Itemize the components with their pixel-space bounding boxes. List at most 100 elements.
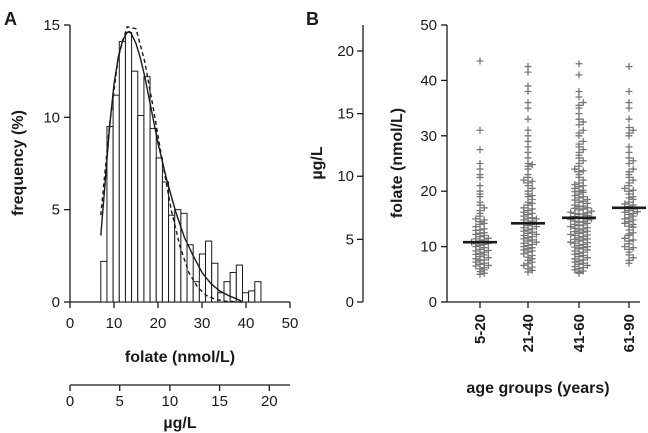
data-point: [629, 254, 637, 262]
histogram-bar: [143, 76, 151, 303]
data-point: [579, 176, 587, 184]
data-point: [484, 234, 492, 242]
histogram-bar: [168, 214, 176, 303]
histogram-bar: [241, 292, 250, 303]
data-point: [524, 82, 532, 90]
data-point: [625, 123, 633, 131]
secondary-y-tick-label: 20: [337, 43, 354, 60]
data-point: [629, 157, 637, 165]
y-tick-label: 0: [429, 294, 437, 311]
data-point: [629, 165, 637, 173]
data-point: [633, 208, 641, 216]
data-point: [476, 57, 484, 65]
data-point: [629, 176, 637, 184]
histogram-bar: [211, 262, 219, 303]
data-point: [532, 238, 540, 246]
x-tick-label: 0: [66, 315, 74, 332]
secondary-x-tick-label: 20: [261, 393, 278, 410]
data-point: [532, 215, 540, 223]
data-point: [472, 215, 480, 223]
histogram-bar: [180, 212, 188, 303]
fitted-curve-dashed: [100, 25, 242, 303]
data-point: [625, 168, 633, 176]
data-point: [524, 115, 532, 123]
data-point: [575, 101, 583, 109]
category-label: 5-20: [472, 314, 489, 344]
histogram-bar: [205, 240, 213, 303]
data-point: [472, 223, 480, 231]
data-point: [520, 176, 528, 184]
data-point: [579, 146, 587, 154]
data-point: [629, 236, 637, 244]
data-point: [579, 137, 587, 145]
y-tick-label: 10: [420, 239, 437, 256]
data-point: [532, 230, 540, 238]
data-point: [528, 184, 536, 192]
data-point: [524, 126, 532, 134]
data-point: [476, 160, 484, 167]
data-point: [528, 192, 536, 200]
y-tick-label: 10: [43, 109, 60, 126]
histogram-bar: [131, 70, 139, 303]
data-point: [629, 186, 637, 194]
x-tick-label: 40: [238, 315, 255, 332]
data-point: [621, 184, 629, 192]
data-point: [575, 140, 583, 148]
secondary-x-tick-label: 15: [211, 393, 228, 410]
histogram-bar: [223, 281, 231, 303]
x-tick-label: 50: [282, 315, 299, 332]
data-point: [567, 223, 575, 231]
data-point: [621, 234, 629, 242]
panel-a-histogram: 0 5 10 15 0 10 20 30 40 50 0 5 10 15 20: [43, 17, 298, 410]
data-point: [571, 165, 579, 173]
data-point: [476, 182, 484, 190]
data-point: [528, 177, 536, 185]
histogram-bar: [124, 31, 133, 303]
data-point: [579, 126, 587, 134]
histogram-bar: [254, 281, 262, 303]
histogram-bar: [118, 41, 126, 303]
data-point: [583, 261, 591, 269]
panel-b-scatter: 0 10 20 30 40 50 0 5 10 15 20 5-20 21-40 41-60 61-90: [337, 17, 646, 352]
data-point: [567, 230, 575, 238]
histogram-bar: [161, 181, 170, 303]
data-point: [621, 243, 629, 251]
data-point: [524, 63, 532, 71]
y-tick-label: 50: [420, 17, 437, 34]
category-label: 21-40: [520, 314, 537, 352]
data-point: [524, 99, 532, 107]
data-point: [520, 261, 528, 269]
data-point: [571, 181, 579, 189]
data-point: [629, 126, 637, 134]
data-point: [528, 161, 536, 169]
histogram-bar: [235, 264, 243, 303]
data-point: [484, 254, 492, 262]
secondary-x-tick-label: 0: [66, 393, 74, 410]
data-point: [476, 126, 484, 134]
panel-a-x-axis-label: folate (nmol/L): [125, 349, 235, 366]
data-point: [567, 208, 575, 216]
data-point: [575, 129, 583, 137]
data-point: [625, 115, 633, 123]
y-tick-label: 20: [420, 183, 437, 200]
data-point: [579, 167, 587, 175]
data-point: [567, 238, 575, 246]
data-point: [625, 99, 633, 107]
data-point: [579, 118, 587, 126]
x-tick-label: 20: [150, 315, 167, 332]
histogram-bar: [100, 260, 108, 303]
data-point: [621, 215, 629, 223]
data-point: [625, 87, 633, 95]
data-point: [484, 246, 492, 254]
data-point: [629, 244, 637, 252]
histogram-bar: [198, 253, 207, 303]
y-tick-label: 40: [420, 72, 437, 89]
secondary-x-tick-label: 5: [116, 393, 124, 410]
histogram-bar: [149, 127, 157, 303]
data-point: [575, 87, 583, 95]
histogram-bar: [112, 94, 120, 303]
data-point: [579, 99, 587, 107]
histogram-bar: [155, 157, 163, 303]
category-label: 41-60: [571, 314, 588, 352]
